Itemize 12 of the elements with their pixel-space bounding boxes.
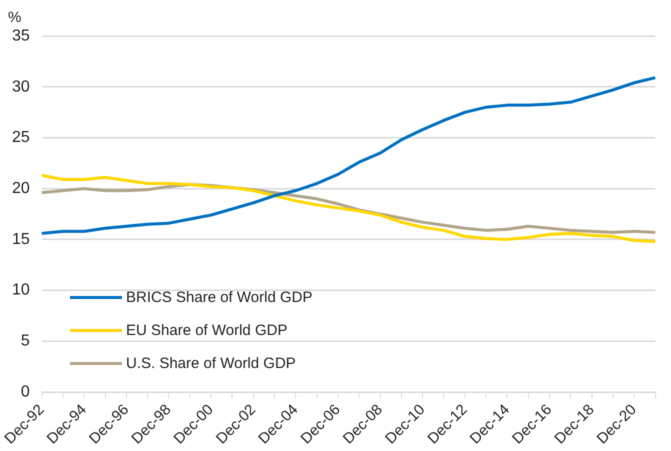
y-tick-label: 20 xyxy=(12,180,30,198)
y-tick-label: 30 xyxy=(12,78,30,96)
y-tick-label: 5 xyxy=(20,332,30,350)
y-tick-label: 15 xyxy=(12,230,30,248)
legend-label: BRICS Share of World GDP xyxy=(126,289,312,306)
legend-label: U.S. Share of World GDP xyxy=(126,355,296,372)
y-axis-title: % xyxy=(8,9,22,26)
y-tick-label: 10 xyxy=(12,282,30,299)
y-tick-label: 0 xyxy=(20,383,30,400)
y-tick-label: 25 xyxy=(12,129,30,146)
y-tick-label: 35 xyxy=(12,27,30,44)
legend-label: EU Share of World GDP xyxy=(126,322,288,339)
